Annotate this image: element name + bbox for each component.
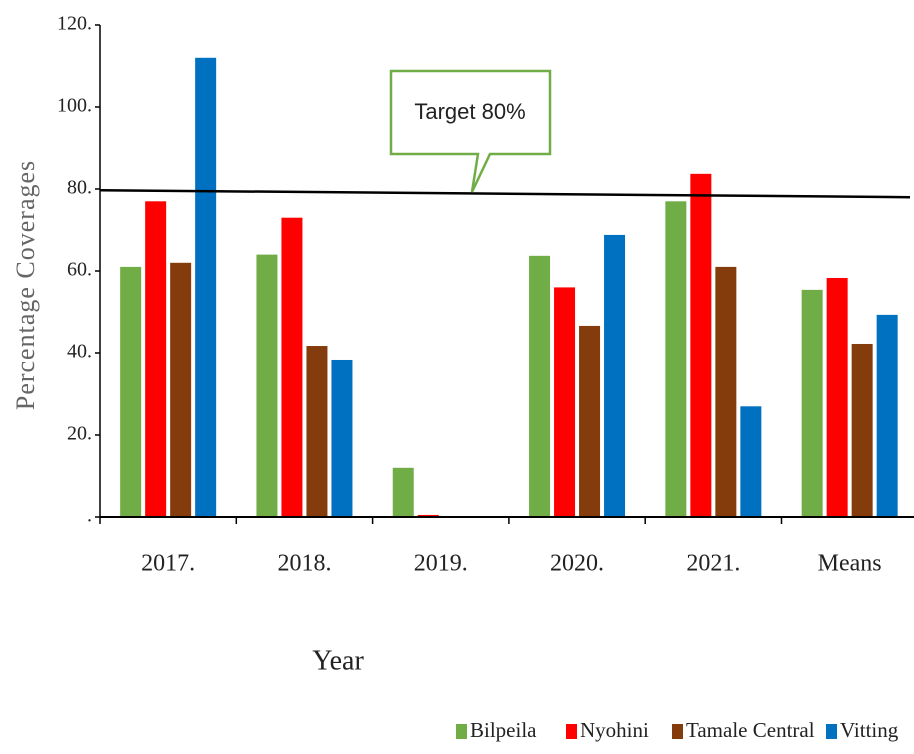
bar [665,201,687,518]
x-tick-label: 2017. [141,551,195,577]
x-tick-label: 2019. [414,551,468,577]
bar [281,217,303,517]
bar [170,262,192,517]
legend-swatch [826,724,837,739]
x-tick-label: 2021. [686,551,740,577]
x-axis-label: Year [312,645,364,676]
y-tick-label: 120. [57,13,92,35]
bar [120,266,142,517]
legend-swatch [456,724,467,739]
y-tick-label: 60. [67,259,92,281]
bar [579,325,601,517]
callout [389,69,552,193]
bar [554,287,576,517]
y-axis-label: Percentage Coverages [11,160,40,410]
legend-swatch [672,724,683,739]
bar [826,277,848,517]
target-line [99,188,911,199]
bar [715,266,737,517]
bar [145,201,167,518]
bar [306,346,328,517]
bar [851,343,873,517]
bar [876,314,898,517]
y-tick-label: 40. [67,341,92,363]
bar [604,234,626,518]
x-tick-label: Means [818,551,882,577]
y-tick-label: 20. [67,423,92,445]
x-tick-label: 2018. [277,551,331,577]
y-tick-label: . [87,505,92,527]
legend-label: Vitting [840,718,899,742]
y-tick-label: 80. [67,177,92,199]
bar [331,359,353,517]
bar [256,254,278,517]
bar [392,467,414,517]
annotation: Target 80% [414,99,525,124]
bar [801,289,823,517]
legend-swatch [566,724,577,739]
bar [740,406,762,517]
bar [529,255,551,517]
legend-label: Bilpeila [470,718,537,742]
y-tick-label: 100. [57,95,92,117]
legend-label: Tamale Central [686,718,815,742]
bar [690,173,712,517]
legend-label: Nyohini [580,718,649,742]
bar [195,57,217,518]
x-tick-label: 2020. [550,551,604,577]
bar [417,514,439,517]
